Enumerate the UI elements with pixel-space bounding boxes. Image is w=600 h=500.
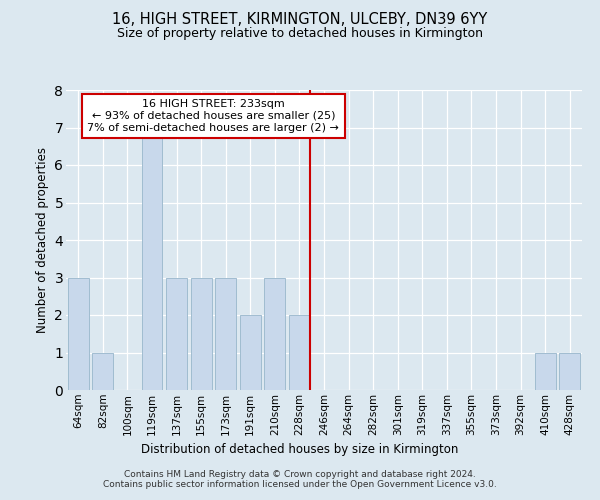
- Bar: [215, 278, 236, 390]
- Bar: [535, 352, 556, 390]
- Bar: [166, 278, 187, 390]
- Bar: [191, 278, 212, 390]
- Bar: [289, 315, 310, 390]
- Text: Contains HM Land Registry data © Crown copyright and database right 2024.: Contains HM Land Registry data © Crown c…: [124, 470, 476, 479]
- Bar: [240, 315, 261, 390]
- Bar: [559, 352, 580, 390]
- Text: Size of property relative to detached houses in Kirmington: Size of property relative to detached ho…: [117, 28, 483, 40]
- Text: Contains public sector information licensed under the Open Government Licence v3: Contains public sector information licen…: [103, 480, 497, 489]
- Text: 16 HIGH STREET: 233sqm
← 93% of detached houses are smaller (25)
7% of semi-deta: 16 HIGH STREET: 233sqm ← 93% of detached…: [88, 100, 340, 132]
- Bar: [265, 278, 286, 390]
- Text: Distribution of detached houses by size in Kirmington: Distribution of detached houses by size …: [142, 442, 458, 456]
- Bar: [68, 278, 89, 390]
- Y-axis label: Number of detached properties: Number of detached properties: [36, 147, 49, 333]
- Bar: [92, 352, 113, 390]
- Text: 16, HIGH STREET, KIRMINGTON, ULCEBY, DN39 6YY: 16, HIGH STREET, KIRMINGTON, ULCEBY, DN3…: [112, 12, 488, 28]
- Bar: [142, 128, 163, 390]
